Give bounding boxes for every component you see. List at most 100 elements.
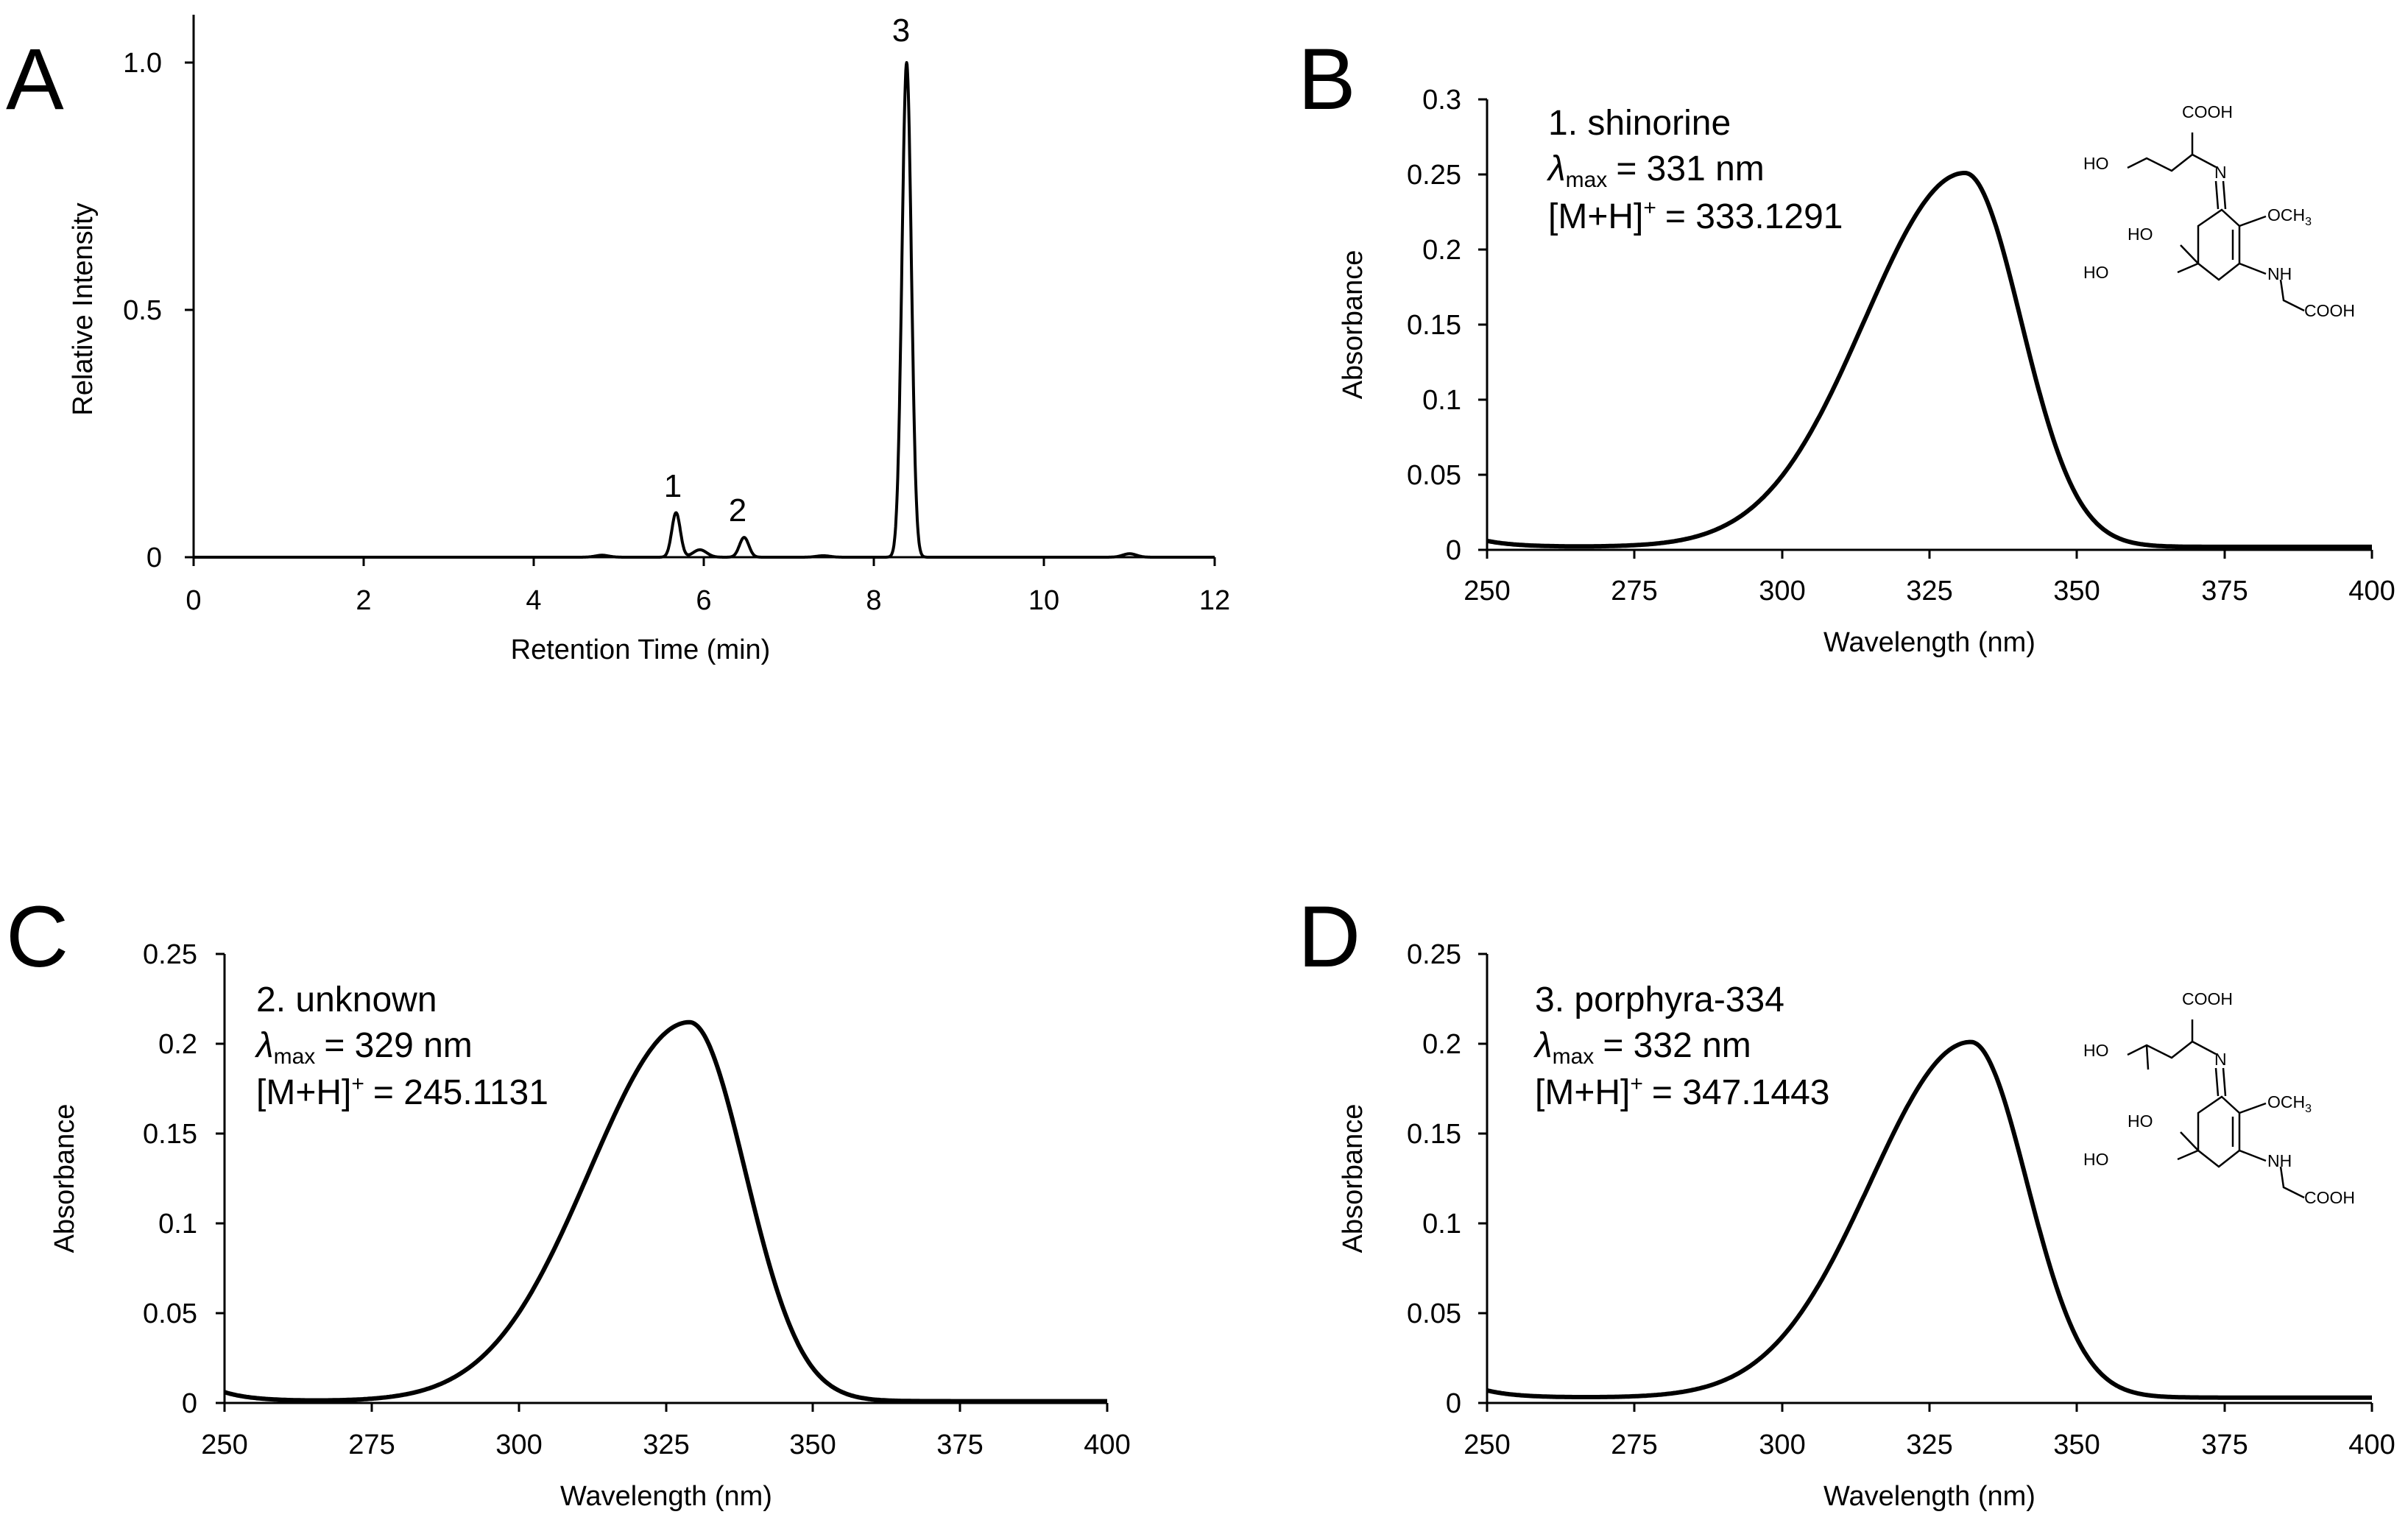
panel-c-x-tick-label: 300: [495, 1429, 542, 1460]
panel-b-y-tick-label: 0.3: [1422, 85, 1461, 116]
panel-d-x-axis-label: Wavelength (nm): [1823, 1481, 2035, 1512]
panel-a-y-axis-label: Relative Intensity: [68, 202, 99, 415]
lambda-max-line: λmax = 332 nm: [1533, 1026, 1751, 1069]
panel-c-annotation: 2. unknown λmax = 329 nm [M+H]+ = 245.1131: [254, 980, 548, 1112]
panel-b-y-ticks: 0 0.05 0.1 0.15 0.2 0.25 0.3: [1407, 85, 1487, 566]
mass-line: [M+H]+ = 347.1443: [1535, 1072, 1829, 1112]
panel-c-x-tick-label: 400: [1084, 1429, 1130, 1460]
panel-c-x-ticks: 250 275 300 325 350 375 400: [201, 1403, 1131, 1460]
panel-d-x-tick-label: 350: [2053, 1429, 2100, 1460]
panel-c-x-tick-label: 275: [348, 1429, 395, 1460]
panel-label-c: C: [6, 888, 68, 986]
structure-cooh-top: COOH: [2182, 989, 2233, 1008]
panel-c-x-tick-label: 375: [936, 1429, 983, 1460]
panel-c-x-tick-label: 325: [643, 1429, 689, 1460]
structure-ho-2: HO: [2083, 263, 2109, 282]
panel-c-y-ticks: 0 0.05 0.1 0.15 0.2 0.25: [143, 939, 225, 1419]
panel-b-x-tick-label: 275: [1611, 576, 1657, 607]
panel-a-x-tick-label: 2: [356, 585, 371, 616]
panel-d-y-tick-label: 0.25: [1407, 939, 1461, 970]
panel-d-y-axis-label: Absorbance: [1338, 1104, 1369, 1254]
lambda-max-line: λmax = 331 nm: [1546, 149, 1765, 192]
absorbance-curve: [1486, 171, 2373, 549]
panel-b-x-axis-label: Wavelength (nm): [1823, 627, 2035, 658]
compound-name: 1. shinorine: [1548, 104, 1731, 143]
panel-b-y-tick-label: 0: [1446, 535, 1461, 566]
structure-ho-3: HO: [2128, 225, 2153, 244]
structure-ho-1: HO: [2083, 154, 2109, 173]
panel-b-x-ticks: 250 275 300 325 350 375 400: [1463, 550, 2395, 607]
panel-a-y-tick-label: 0.5: [123, 295, 162, 326]
panel-label-b: B: [1298, 31, 1356, 128]
structure-ho-1: HO: [2083, 1041, 2109, 1060]
panel-a-x-tick-label: 10: [1028, 585, 1059, 616]
structure-och3: OCH3: [2267, 205, 2312, 228]
panel-b-y-tick-label: 0.25: [1407, 160, 1461, 191]
peak-label-3: 3: [892, 13, 910, 49]
panel-d-y-tick-label: 0: [1446, 1388, 1461, 1419]
panel-c-y-tick-label: 0.1: [158, 1209, 197, 1240]
panel-a-x-axis-label: Retention Time (min): [511, 634, 771, 665]
panel-b: B 0 0.05 0.1 0.15 0.2 0.25 0.3: [1298, 31, 2395, 658]
structure-och3: OCH3: [2267, 1092, 2312, 1115]
absorbance-curve: [1486, 1039, 2373, 1400]
panel-d-x-tick-label: 250: [1463, 1429, 1510, 1460]
panel-a-x-tick-label: 4: [526, 585, 541, 616]
panel-d-x-tick-label: 400: [2348, 1429, 2395, 1460]
panel-b-x-tick-label: 325: [1906, 576, 1952, 607]
compound-name: 2. unknown: [256, 980, 437, 1019]
panel-a-y-ticks: 0 0.5 1.0: [123, 48, 194, 573]
panel-a: A 0 0.5 1.0 0 2 4 6 8 10 12 Retentio: [6, 13, 1230, 665]
panel-a-x-tick-label: 12: [1199, 585, 1230, 616]
panel-c-y-tick-label: 0.05: [143, 1298, 197, 1329]
panel-b-y-tick-label: 0.1: [1422, 385, 1461, 416]
panel-d-x-tick-label: 275: [1611, 1429, 1657, 1460]
lambda-max-line: λmax = 329 nm: [254, 1026, 473, 1069]
mass-line: [M+H]+ = 333.1291: [1548, 196, 1843, 236]
chromatogram-line: [192, 61, 1216, 559]
peak-label-1: 1: [664, 468, 682, 504]
panel-a-x-tick-label: 0: [186, 585, 201, 616]
panel-b-y-axis-label: Absorbance: [1338, 250, 1369, 400]
mass-line: [M+H]+ = 245.1131: [256, 1072, 548, 1112]
panel-b-x-tick-label: 400: [2348, 576, 2395, 607]
panel-c-x-tick-label: 250: [201, 1429, 247, 1460]
panel-b-y-tick-label: 0.05: [1407, 460, 1461, 491]
panel-a-y-tick-label: 0: [146, 542, 162, 573]
structure-ho-3: HO: [2128, 1111, 2153, 1131]
panel-c-x-tick-label: 350: [789, 1429, 836, 1460]
panel-b-x-tick-label: 350: [2053, 576, 2100, 607]
panel-d-y-ticks: 0 0.05 0.1 0.15 0.2 0.25: [1407, 939, 1487, 1419]
panel-d-y-tick-label: 0.2: [1422, 1029, 1461, 1060]
structure-n: N: [2214, 163, 2227, 182]
panel-c-y-tick-label: 0.25: [143, 939, 197, 970]
panel-d-y-tick-label: 0.05: [1407, 1298, 1461, 1329]
absorbance-curve: [224, 1019, 1108, 1404]
porphyra-334-structure: COOH HO N OCH3 HO HO NH COOH: [2083, 989, 2355, 1207]
panel-b-x-tick-label: 300: [1759, 576, 1805, 607]
panel-b-y-tick-label: 0.15: [1407, 310, 1461, 341]
structure-cooh-top: COOH: [2182, 102, 2233, 121]
structure-n: N: [2214, 1050, 2227, 1069]
panel-b-x-tick-label: 375: [2201, 576, 2248, 607]
panel-c: C 0 0.05 0.1 0.15 0.2 0.25 250 275: [6, 888, 1131, 1512]
panel-label-d: D: [1298, 888, 1360, 986]
panel-a-x-ticks: 0 2 4 6 8 10 12: [186, 557, 1230, 616]
compound-name: 3. porphyra-334: [1535, 980, 1784, 1019]
panel-label-a: A: [6, 31, 64, 128]
structure-cooh-bottom: COOH: [2304, 301, 2355, 320]
structure-nh: NH: [2267, 1151, 2292, 1170]
panel-d-x-tick-label: 375: [2201, 1429, 2248, 1460]
panel-a-x-tick-label: 6: [696, 585, 711, 616]
structure-ho-2: HO: [2083, 1150, 2109, 1169]
panel-d-x-tick-label: 325: [1906, 1429, 1952, 1460]
panel-d: D 0 0.05 0.1 0.15 0.2 0.25 250 275: [1298, 888, 2395, 1512]
panel-c-y-axis-label: Absorbance: [49, 1104, 80, 1254]
panel-c-x-axis-label: Wavelength (nm): [560, 1481, 772, 1512]
panel-c-y-tick-label: 0.15: [143, 1119, 197, 1150]
peak-label-2: 2: [729, 492, 746, 529]
structure-cooh-bottom: COOH: [2304, 1188, 2355, 1207]
panel-d-x-ticks: 250 275 300 325 350 375 400: [1463, 1403, 2395, 1460]
panel-b-x-tick-label: 250: [1463, 576, 1510, 607]
